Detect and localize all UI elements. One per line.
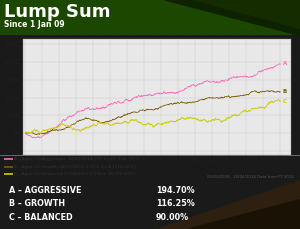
Text: 194.70%: 194.70%	[156, 186, 195, 195]
Polygon shape	[156, 180, 300, 229]
Text: A: A	[283, 61, 287, 66]
Text: Lump Sum: Lump Sum	[4, 3, 111, 21]
Polygon shape	[195, 0, 300, 28]
Text: C - Agos: LO Balanced 27/08/2013 0.7% in US [90.30%]: C - Agos: LO Balanced 27/08/2013 0.7% in…	[14, 172, 135, 176]
Text: C: C	[283, 99, 286, 104]
Text: B: B	[283, 89, 287, 94]
Text: A – AGGRESSIVE: A – AGGRESSIVE	[9, 186, 81, 195]
Text: 116.25%: 116.25%	[156, 199, 195, 208]
Text: B - Agos: LO Growth 28/03/2014 2.05% in LB [116.25%]: B - Agos: LO Growth 28/03/2014 2.05% in …	[14, 165, 136, 169]
Text: A - Agos: LO Aggressive 28/03/2014 OTF in US [194.70%]: A - Agos: LO Aggressive 28/03/2014 OTF i…	[14, 157, 140, 161]
Polygon shape	[186, 199, 300, 229]
Polygon shape	[165, 0, 300, 35]
Text: C – BALANCED: C – BALANCED	[9, 213, 73, 222]
Text: 01/01/2009 - 10/04/2014 Data from FT 2014: 01/01/2009 - 10/04/2014 Data from FT 201…	[207, 175, 294, 179]
Text: Since 1 Jan 09: Since 1 Jan 09	[4, 20, 65, 29]
Text: B – GROWTH: B – GROWTH	[9, 199, 65, 208]
Text: 90.00%: 90.00%	[156, 213, 189, 222]
